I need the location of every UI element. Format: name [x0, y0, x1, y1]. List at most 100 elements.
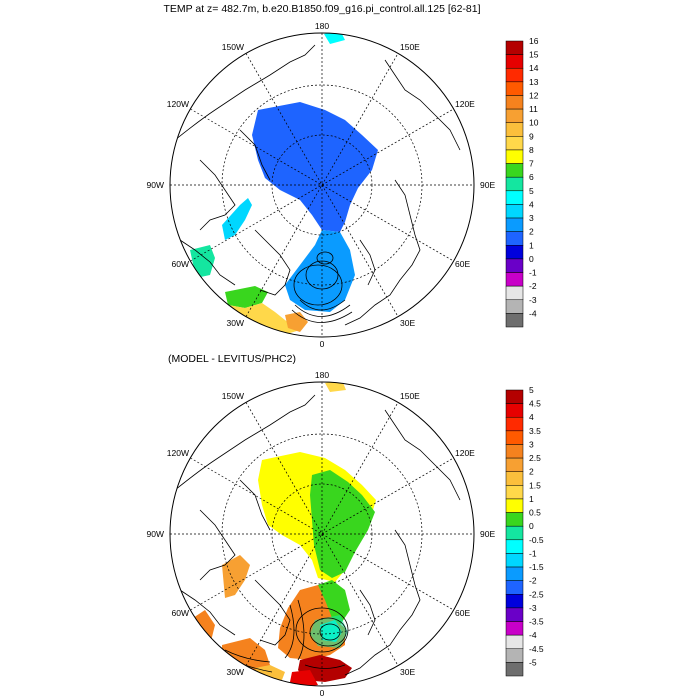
- bottom-panel: (MODEL - LEVITUS/PHC2): [147, 353, 544, 698]
- bottom-colorbar-swatch: [505, 566, 524, 581]
- top-colorbar-swatch: [505, 313, 524, 328]
- bottom-colorbar-swatch: [505, 553, 524, 568]
- bottom-label-60e: 60E: [455, 608, 470, 618]
- top-map-field: [174, 33, 461, 336]
- bottom-colorbar-tick-label: -1.5: [529, 562, 544, 572]
- bottom-colorbar-tick-label: 1: [529, 494, 534, 504]
- bottom-colorbar-swatch: [505, 621, 524, 636]
- top-label-90w: 90W: [147, 180, 164, 190]
- top-label-60e: 60E: [455, 259, 470, 269]
- top-colorbar-swatch: [505, 136, 524, 151]
- top-field-cyan-baffin: [222, 198, 252, 240]
- bottom-colorbar-swatch: [505, 403, 524, 418]
- bottom-colorbar-swatch: [505, 580, 524, 595]
- top-label-150w: 150W: [222, 42, 244, 52]
- bottom-colorbar-swatch: [505, 662, 524, 677]
- top-title: TEMP at z= 482.7m, b.e20.B1850.f09_g16.p…: [163, 3, 480, 15]
- top-graticule: [170, 33, 474, 337]
- bottom-colorbar-tick-label: 1.5: [529, 480, 541, 490]
- top-colorbar-tick-label: 11: [529, 104, 538, 114]
- bottom-lon-labels: 180 0 90W 90E 120W 150W 120E 150E 60W 30…: [147, 370, 496, 698]
- bottom-colorbar-swatch: [505, 525, 524, 541]
- bottom-label-60w: 60W: [172, 608, 189, 618]
- bottom-label-30w: 30W: [227, 667, 244, 677]
- bottom-colorbar-swatch: [505, 594, 524, 609]
- bottom-colorbar-tick-label: -3: [529, 603, 537, 613]
- top-colorbar-swatch: [505, 122, 524, 137]
- bottom-colorbar: 5 4.5 4 3.5 3 2.5 2 1.5 1 0.5 0 -0.5 -1 -1.5 -2 -2.5 -3 -…: [505, 385, 544, 677]
- bottom-colorbar-tick-label: 0.5: [529, 508, 541, 518]
- top-colorbar-swatch: [505, 231, 524, 246]
- bottom-coastlines: [174, 394, 461, 676]
- top-panel: TEMP at z= 482.7m, b.e20.B1850.f09_g16.p…: [147, 3, 539, 349]
- top-colorbar-swatch: [505, 54, 524, 69]
- top-lon-labels: 180 0 90W 90E 120W 150W 120E 150E 60W 30…: [147, 21, 496, 349]
- bottom-colorbar-swatch: [505, 539, 524, 554]
- bottom-colorbar-tick-label: 4.5: [529, 399, 541, 409]
- top-label-120e: 120E: [455, 99, 475, 109]
- top-field-green: [225, 286, 268, 308]
- bottom-colorbar-swatch: [505, 512, 524, 527]
- top-colorbar-tick-label: -2: [529, 281, 537, 291]
- bottom-label-180: 180: [315, 370, 329, 380]
- bottom-colorbar-swatch: [505, 648, 524, 663]
- top-colorbar-tick-label: 13: [529, 77, 539, 87]
- bottom-colorbar-swatch: [505, 444, 524, 459]
- top-colorbar-tick-label: 14: [529, 63, 539, 73]
- bottom-colorbar-tick-label: -1: [529, 548, 537, 558]
- bottom-colorbar-tick-label: -4.5: [529, 644, 544, 654]
- top-colorbar-tick-label: 12: [529, 90, 539, 100]
- bottom-colorbar-swatch: [505, 634, 524, 650]
- bottom-label-150w: 150W: [222, 391, 244, 401]
- bottom-colorbar-swatch: [505, 457, 524, 472]
- bottom-colorbar-tick-label: 5: [529, 385, 534, 395]
- top-colorbar-tick-label: 0: [529, 254, 534, 264]
- bottom-colorbar-swatch: [505, 430, 524, 445]
- bottom-colorbar-tick-label: 3: [529, 439, 534, 449]
- bottom-colorbar-tick-label: 4: [529, 412, 534, 422]
- top-colorbar-tick-label: 1: [529, 240, 534, 250]
- bottom-colorbar-swatch: [505, 498, 524, 513]
- top-label-60w: 60W: [172, 259, 189, 269]
- bottom-label-30e: 30E: [400, 667, 415, 677]
- bottom-label-90e: 90E: [480, 529, 495, 539]
- bottom-colorbar-tick-label: -2.5: [529, 589, 544, 599]
- top-colorbar-swatch: [505, 95, 524, 110]
- bottom-colorbar-swatch: [505, 471, 524, 486]
- top-colorbar-swatch: [505, 108, 524, 123]
- bottom-field-teal: [310, 615, 348, 648]
- top-field-blue: [252, 102, 378, 232]
- top-colorbar-swatch: [505, 245, 524, 260]
- top-colorbar-tick-label: 5: [529, 186, 534, 196]
- bottom-colorbar-swatch: [505, 485, 524, 500]
- top-colorbar-tick-label: 2: [529, 227, 534, 237]
- top-label-30w: 30W: [227, 318, 244, 328]
- top-colorbar-tick-label: 8: [529, 145, 534, 155]
- bottom-label-150e: 150E: [400, 391, 420, 401]
- top-colorbar-tick-label: 4: [529, 199, 534, 209]
- top-colorbar-swatch: [505, 272, 524, 287]
- bottom-colorbar-swatch: [505, 607, 524, 622]
- bottom-graticule: [170, 382, 474, 686]
- top-map-border: [169, 32, 475, 338]
- bottom-colorbar-tick-label: 3.5: [529, 426, 541, 436]
- bottom-label-120e: 120E: [455, 448, 475, 458]
- bottom-colorbar-tick-label: -2: [529, 576, 537, 586]
- top-colorbar-tick-label: -1: [529, 268, 537, 278]
- bottom-colorbar-tick-label: -5: [529, 657, 537, 667]
- top-colorbar-tick-label: 6: [529, 172, 534, 182]
- top-label-120w: 120W: [167, 99, 189, 109]
- top-colorbar-swatch: [505, 81, 524, 96]
- top-field-lightblue: [285, 230, 355, 312]
- top-field-orange: [285, 312, 308, 332]
- bottom-label-0: 0: [320, 688, 325, 698]
- top-label-30e: 30E: [400, 318, 415, 328]
- bottom-field-green: [310, 470, 375, 578]
- top-colorbar-tick-label: 9: [529, 131, 534, 141]
- bottom-colorbar-tick-label: -4: [529, 630, 537, 640]
- bottom-colorbar-tick-label: 0: [529, 521, 534, 531]
- top-colorbar-swatch: [505, 285, 524, 301]
- top-colorbar-tick-label: 3: [529, 213, 534, 223]
- bottom-colorbar-tick-label: -0.5: [529, 535, 544, 545]
